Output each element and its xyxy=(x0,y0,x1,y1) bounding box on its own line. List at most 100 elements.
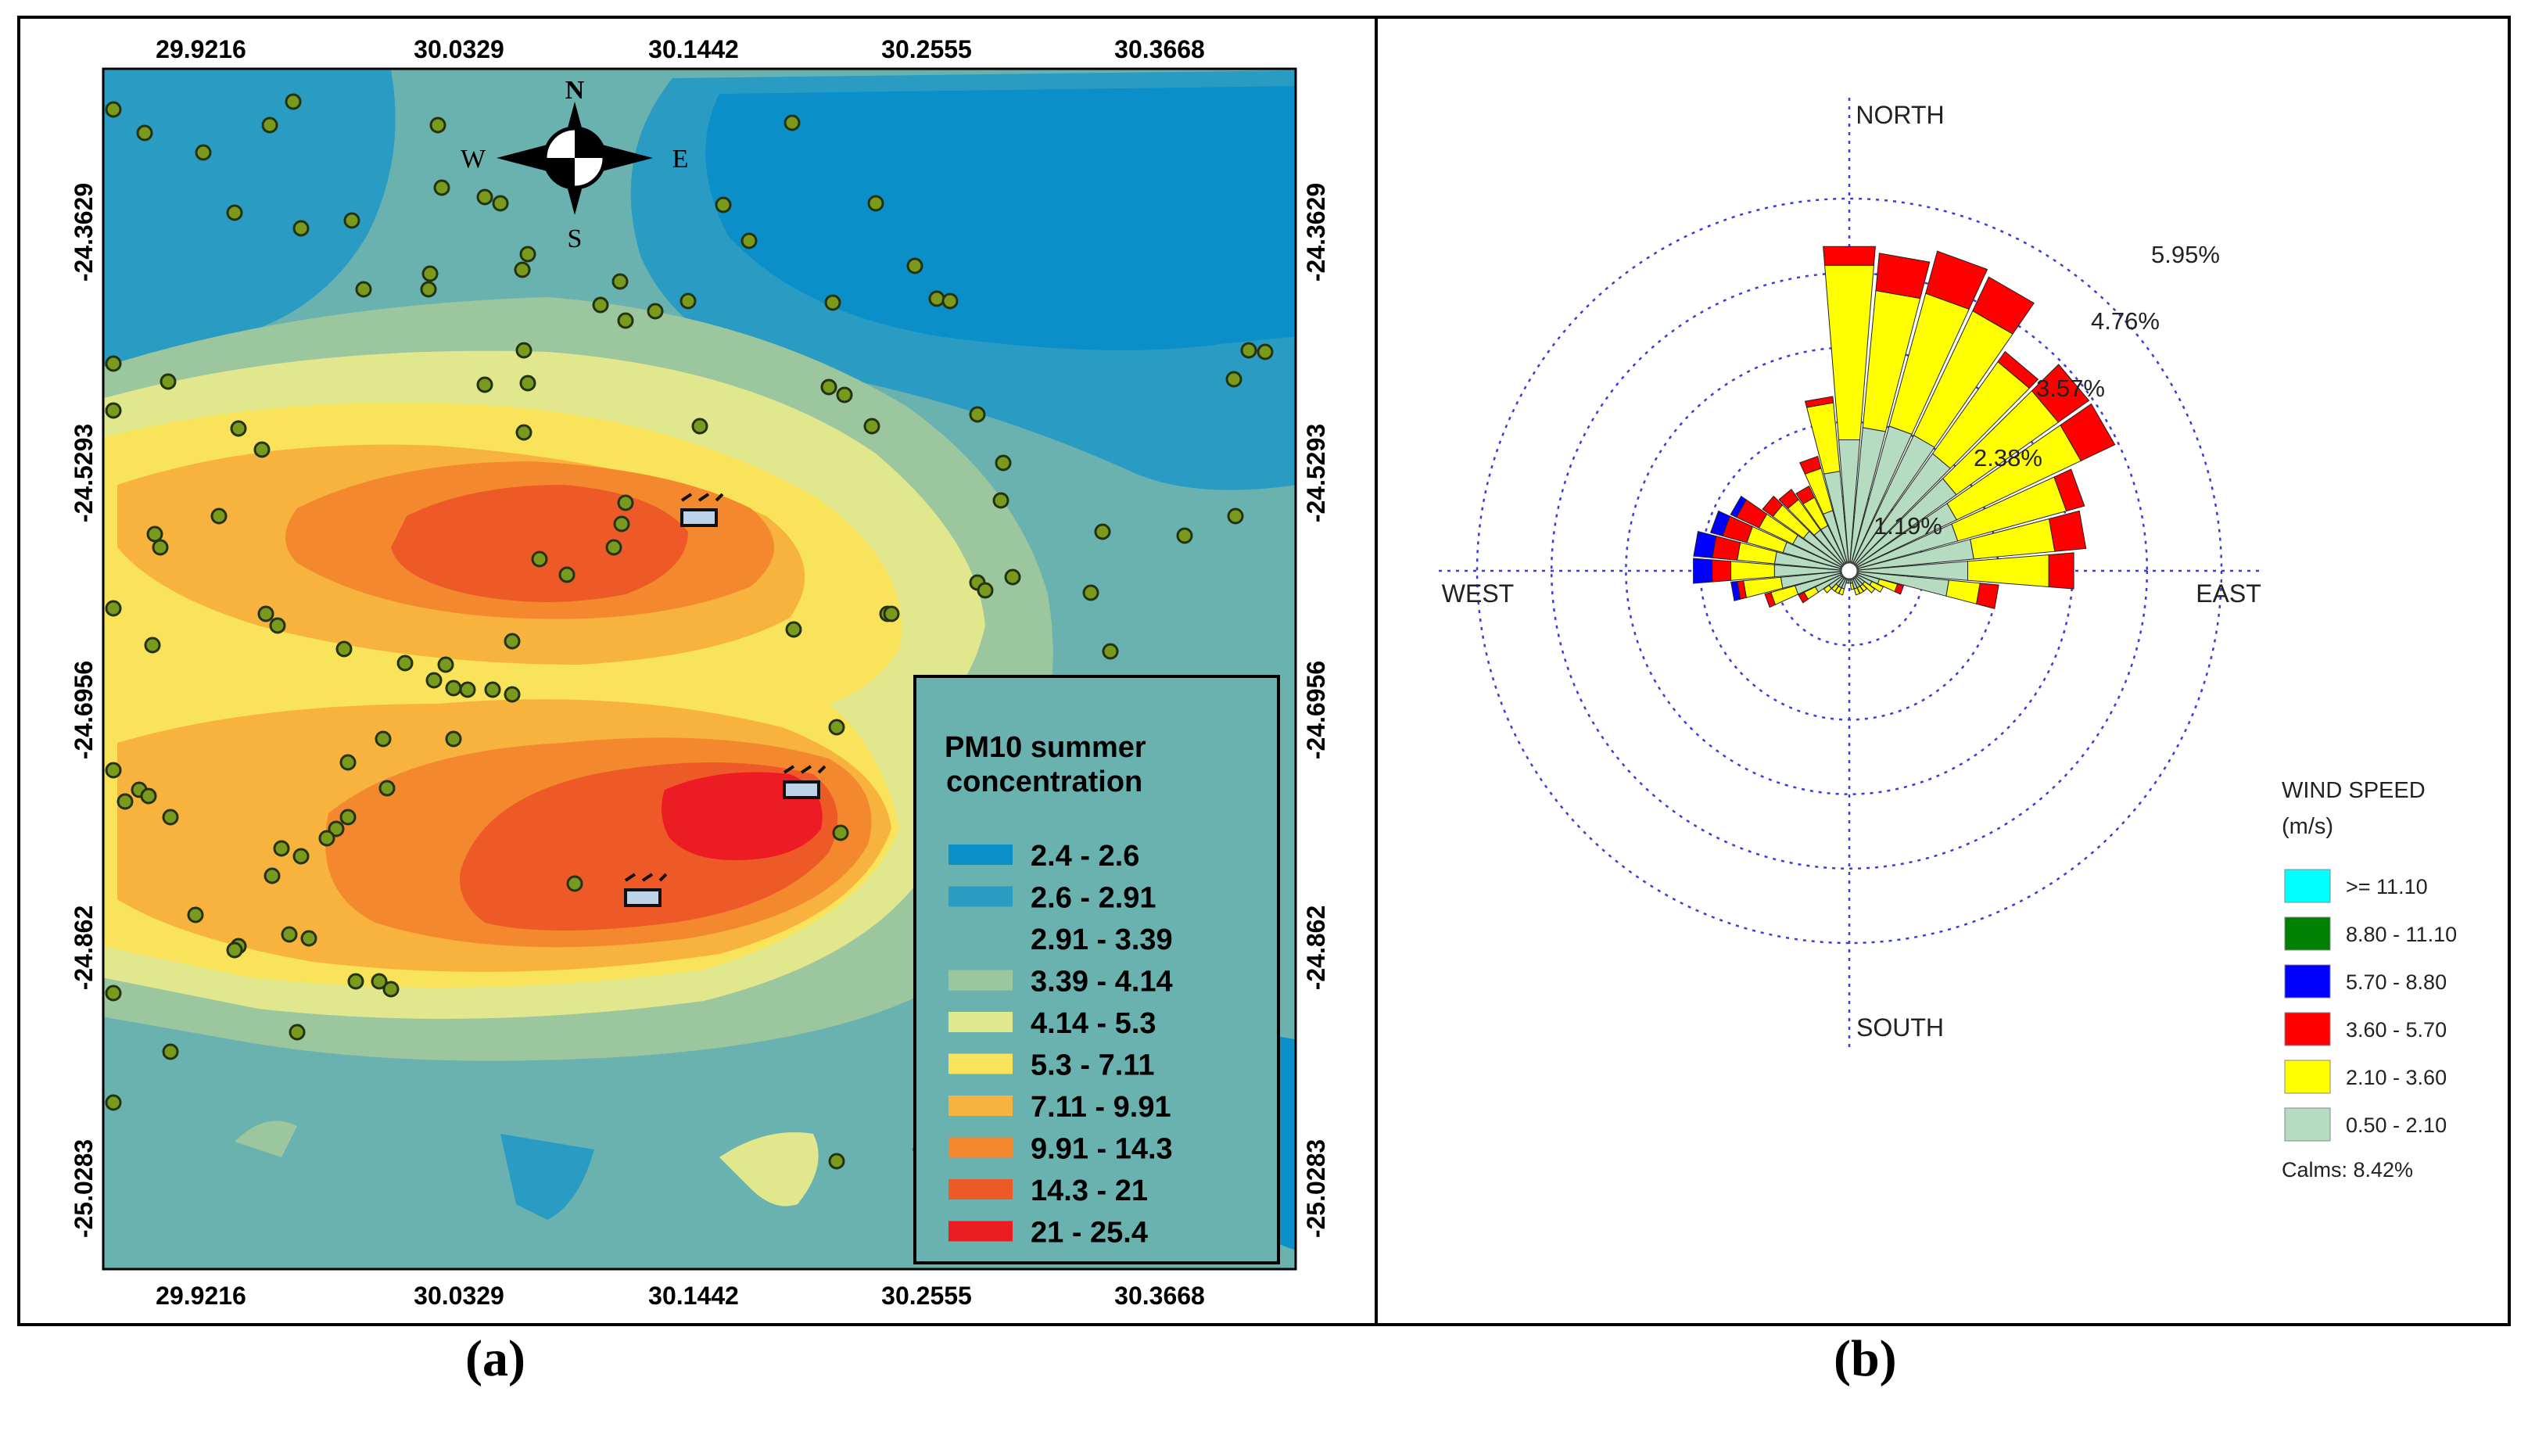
ring-label: 5.95% xyxy=(2151,241,2220,268)
x-tick-top: 30.0329 xyxy=(414,35,504,63)
compass-s: S xyxy=(568,224,583,253)
wind-petal-segment xyxy=(1869,581,1884,594)
y-tick-left: -24.5293 xyxy=(70,424,98,522)
legend-swatch xyxy=(948,1179,1013,1200)
wind-petal-segment xyxy=(1972,276,2035,335)
y-tick-right: -24.6956 xyxy=(1302,661,1330,759)
wind-petal-segment xyxy=(1862,581,1876,594)
map-frame xyxy=(102,67,1297,1271)
wind-petal-segment xyxy=(1945,579,1981,604)
wind-petal-segment xyxy=(2048,552,2074,590)
wind-petal-segment xyxy=(1976,583,1999,610)
wind-legend: WIND SPEED (m/s) >= 11.10 8.80 - 11.10 5.7… xyxy=(2282,778,2457,1182)
compass-n: N xyxy=(565,76,585,105)
figure-frame xyxy=(17,16,2511,1326)
x-tick-bottom: 30.3668 xyxy=(1114,1282,1205,1310)
wind-petal-segment xyxy=(1730,495,1747,518)
ring-label: 4.76% xyxy=(2091,307,2160,335)
legend-item: 2.4 - 2.6 xyxy=(948,840,1139,873)
x-tick-bottom: 30.1442 xyxy=(648,1282,739,1310)
legend-swatch xyxy=(948,1221,1013,1242)
legend-label: 3.39 - 4.14 xyxy=(1031,966,1173,999)
x-tick-bottom: 30.0329 xyxy=(414,1282,504,1310)
y-tick-left: -25.0283 xyxy=(70,1139,98,1238)
wind-petal-segment xyxy=(1762,495,1784,518)
wind-petal-segment xyxy=(1997,350,2039,389)
wind-legend-item: 5.70 - 8.80 xyxy=(2284,964,2447,999)
wind-petal-segment xyxy=(1799,455,1822,475)
x-tick-top: 30.2555 xyxy=(881,35,972,63)
legend-label: 21 - 25.4 xyxy=(1031,1217,1148,1250)
legend-label: 5.3 - 7.11 xyxy=(1031,1049,1154,1082)
y-tick-left: -24.6956 xyxy=(70,661,98,759)
wind-petal-segment xyxy=(1764,591,1777,608)
legend-label: 9.91 - 14.3 xyxy=(1031,1133,1173,1166)
dir-west: WEST xyxy=(1442,579,1514,608)
x-tick-top: 29.9216 xyxy=(156,35,246,63)
wind-legend-label: 8.80 - 11.10 xyxy=(2346,923,2457,946)
wind-petal-segment xyxy=(1875,253,1931,299)
wind-legend-title: WIND SPEED xyxy=(2282,778,2426,803)
compass-e: E xyxy=(672,145,689,174)
legend-item: 9.91 - 14.3 xyxy=(948,1133,1173,1166)
wind-petal-segment xyxy=(1823,584,1832,594)
wind-legend-swatch xyxy=(2284,1012,2331,1046)
wind-petal-segment xyxy=(1798,591,1809,604)
legend-item: 14.3 - 21 xyxy=(948,1174,1148,1207)
legend-item: 5.3 - 7.11 xyxy=(948,1049,1154,1082)
y-tick-left: -24.3629 xyxy=(70,183,98,282)
wind-legend-unit: (m/s) xyxy=(2282,814,2333,839)
panel-a: N S W E 29.9216 30.0329 30.1442 30.2555 … xyxy=(70,35,1330,1310)
source-marker xyxy=(783,765,827,799)
legend-swatch xyxy=(948,845,1013,865)
wind-petal-segment xyxy=(1849,582,1855,590)
wind-petal-segment xyxy=(2048,510,2087,552)
legend-item: 2.6 - 2.91 xyxy=(948,882,1156,915)
legend-swatch xyxy=(948,886,1013,907)
compass-w: W xyxy=(461,145,486,174)
wind-legend-label: 2.10 - 3.60 xyxy=(2346,1066,2447,1089)
wind-petal-segment xyxy=(1778,488,1799,509)
legend-item: 4.14 - 5.3 xyxy=(948,1007,1156,1040)
wind-petal-segment xyxy=(1894,583,1905,595)
wind-legend-item: 0.50 - 2.10 xyxy=(2284,1107,2447,1142)
wind-petal-segment xyxy=(1804,396,1834,408)
legend-label: 2.91 - 3.39 xyxy=(1031,923,1173,956)
x-tick-bottom: 30.2555 xyxy=(881,1282,972,1310)
source-marker xyxy=(624,873,668,907)
caption-b: (b) xyxy=(1834,1330,1897,1387)
dir-south: SOUTH xyxy=(1856,1013,1944,1042)
monitoring-stations xyxy=(105,93,1274,1238)
wind-legend-item: 8.80 - 11.10 xyxy=(2284,916,2457,951)
wind-petal-segment xyxy=(1712,559,1731,583)
legend-swatch xyxy=(948,1096,1013,1116)
y-tick-left: -24.862 xyxy=(70,906,98,991)
wind-petal-segment xyxy=(1823,246,1876,266)
wind-legend-item: 2.10 - 3.60 xyxy=(2284,1060,2447,1094)
legend-title: PM10 summer xyxy=(945,731,1146,764)
wind-petal-segment xyxy=(1693,558,1713,584)
wind-petal-segment xyxy=(1853,587,1860,596)
dir-east: EAST xyxy=(2196,579,2261,608)
legend-item: 2.91 - 3.39 xyxy=(948,923,1173,956)
legend-label: 2.6 - 2.91 xyxy=(1031,882,1156,915)
wind-legend-swatch xyxy=(2284,869,2331,903)
wind-legend-item: >= 11.10 xyxy=(2284,869,2428,903)
legend-item: 3.39 - 4.14 xyxy=(948,966,1173,999)
wind-petal-segment xyxy=(2053,468,2085,512)
wind-petal-segment xyxy=(1795,485,1816,505)
wind-petal-segment xyxy=(1730,561,1775,581)
wind-petal-segment xyxy=(1709,510,1730,537)
legend-swatch xyxy=(948,1053,1013,1074)
wind-petal-segment xyxy=(1967,554,2049,588)
y-tick-right: -24.3629 xyxy=(1302,183,1330,282)
emission-sources xyxy=(624,493,827,907)
wind-legend-label: 3.60 - 5.70 xyxy=(2346,1018,2447,1042)
dir-north: NORTH xyxy=(1856,101,1944,129)
wind-petal-segment xyxy=(1730,581,1741,601)
wind-legend-label: >= 11.10 xyxy=(2346,875,2428,898)
wind-legend-item: 3.60 - 5.70 xyxy=(2284,1012,2447,1046)
legend-item: 7.11 - 9.91 xyxy=(948,1091,1171,1124)
north-arrow-icon: N S W E xyxy=(461,76,688,253)
wind-legend-swatch xyxy=(2284,916,2331,951)
